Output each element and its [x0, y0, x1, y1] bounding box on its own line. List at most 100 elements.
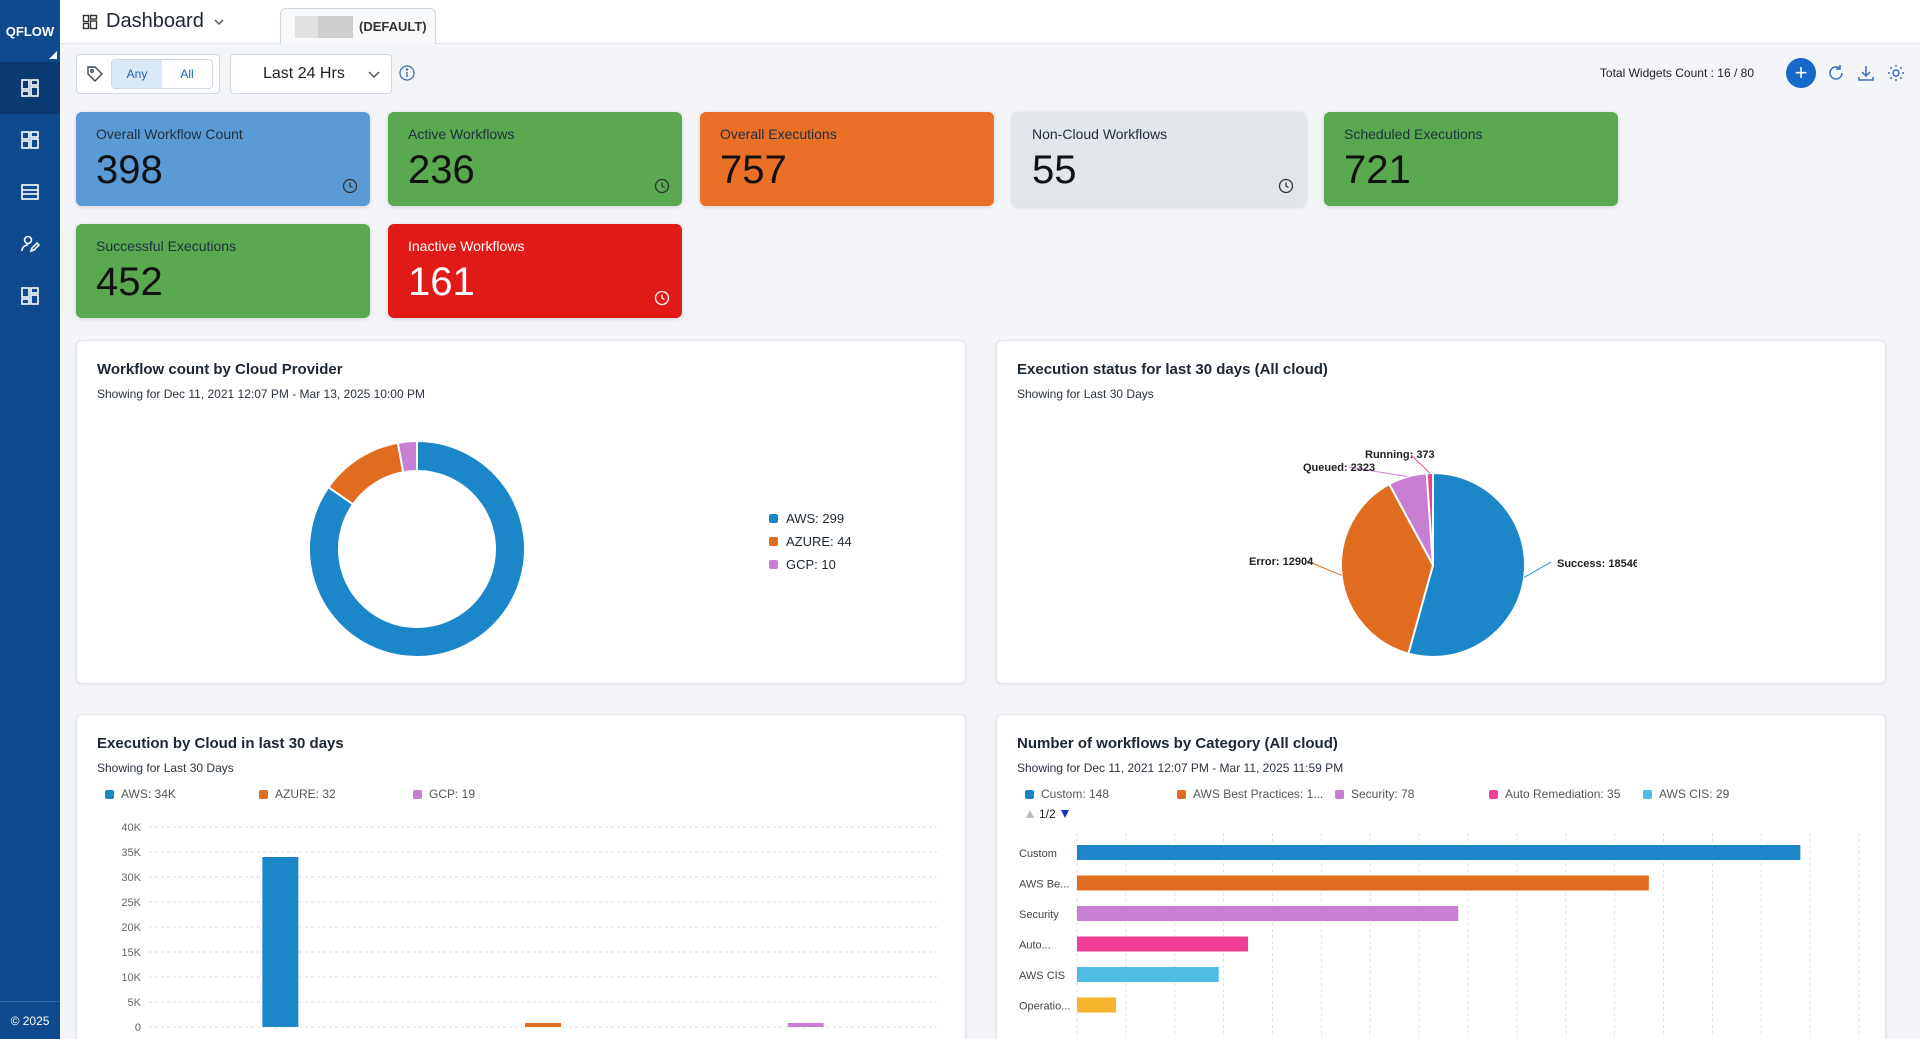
tag-all-button[interactable]: All	[180, 67, 194, 81]
legend-item-auto-remediation[interactable]: Auto Remediation: 35	[1489, 787, 1620, 801]
page-title: Dashboard	[106, 10, 204, 32]
layout-icon	[21, 131, 39, 149]
legend-swatch	[769, 560, 778, 569]
legend-swatch	[259, 789, 268, 799]
legend-item-custom[interactable]: Custom: 148	[1025, 787, 1109, 801]
legend-item-gcp[interactable]: GCP: 19	[413, 787, 475, 801]
kpi-card[interactable]: Overall Workflow Count 398	[76, 112, 370, 206]
legend-item-aws[interactable]: AWS: 299	[769, 511, 844, 526]
y-tick-label: 10K	[121, 972, 141, 984]
donut-slice-azure[interactable]	[327, 441, 405, 506]
pie-label-error: Error: 12904	[1249, 556, 1314, 568]
legend-label: AWS CIS: 29	[1659, 787, 1730, 801]
refresh-icon[interactable]	[1826, 63, 1846, 83]
time-range-select[interactable]: Last 24 Hrs	[230, 54, 392, 94]
legend-item-aws-best-practices[interactable]: AWS Best Practices: 1...	[1177, 787, 1323, 801]
legend-item-azure[interactable]: AZURE: 32	[259, 787, 336, 801]
pager-up-icon[interactable]	[1025, 809, 1035, 819]
row-label: AWS Be...	[1019, 879, 1069, 891]
legend-item-gcp[interactable]: GCP: 10	[769, 557, 836, 572]
kpi-card[interactable]: Active Workflows 236	[388, 112, 682, 206]
legend-label: AZURE: 32	[275, 787, 336, 801]
donut-slice-aws[interactable]	[308, 439, 526, 658]
widget-count-text: Total Widgets Count : 16 / 80	[1599, 66, 1754, 80]
tab-default[interactable]: (DEFAULT)	[280, 8, 436, 44]
row-label: Auto...	[1019, 940, 1051, 952]
legend-label: GCP: 10	[786, 557, 836, 572]
legend-label: Custom: 148	[1041, 787, 1110, 801]
brand-name: QFLOW	[5, 23, 55, 39]
kpi-label: Overall Executions	[720, 126, 837, 142]
add-widget-button[interactable]: +	[1786, 58, 1816, 88]
kpi-card[interactable]: Inactive Workflows 161	[388, 224, 682, 318]
bar-azure[interactable]	[525, 1023, 561, 1027]
legend-pager: 1/2	[1025, 807, 1070, 821]
panel-exec-by-cloud: Execution by Cloud in last 30 days Showi…	[76, 714, 966, 1039]
info-icon[interactable]	[398, 64, 416, 82]
pie-slice-error[interactable]	[1340, 482, 1435, 655]
kpi-value: 55	[1032, 148, 1077, 192]
legend-item-azure[interactable]: AZURE: 44	[769, 534, 852, 549]
clock-icon[interactable]	[654, 178, 670, 194]
bar-aws[interactable]	[262, 857, 299, 1027]
hbar-aws-cis[interactable]	[1077, 967, 1219, 982]
panel-title: Number of workflows by Category (All clo…	[1017, 735, 1338, 752]
hbar-auto-remediation[interactable]	[1077, 936, 1249, 952]
sidebar-item-dashboard[interactable]	[0, 62, 60, 114]
kpi-value: 161	[408, 260, 475, 304]
clock-icon[interactable]	[654, 290, 670, 306]
y-tick-label: 5K	[128, 997, 142, 1009]
tag-any-button[interactable]: Any	[112, 60, 162, 88]
panel-exec-status: Execution status for last 30 days (All c…	[996, 340, 1886, 684]
pie-leader-line	[1523, 561, 1552, 578]
panel-cloud-provider: Workflow count by Cloud Provider Showing…	[76, 340, 966, 684]
hbar-security[interactable]	[1077, 906, 1459, 921]
brand-logo[interactable]: QFLOW	[0, 0, 60, 62]
clock-icon[interactable]	[1278, 178, 1294, 194]
panel-subtitle: Showing for Last 30 Days	[1017, 387, 1154, 401]
legend-swatch	[1335, 789, 1344, 799]
hbar-custom[interactable]	[1077, 845, 1801, 860]
legend-label: AZURE: 44	[786, 534, 852, 549]
sidebar: QFLOW © 2025	[0, 0, 60, 1039]
brand-corner-icon	[49, 51, 57, 59]
donut-slice-gcp[interactable]	[396, 439, 418, 474]
legend-item-security[interactable]: Security: 78	[1335, 787, 1414, 801]
toolbar: +	[1786, 58, 1906, 88]
sidebar-item-server[interactable]	[0, 166, 60, 218]
kpi-card[interactable]: Scheduled Executions 721	[1324, 112, 1618, 206]
tab-label: (DEFAULT)	[359, 19, 427, 34]
legend-swatch	[1025, 789, 1034, 799]
y-tick-label: 15K	[121, 947, 141, 959]
pie-chart: Success: 18546 Error: 12904 Queued: 2323Ru…	[1249, 449, 1637, 658]
clock-icon[interactable]	[342, 178, 358, 194]
hbar-operatio-[interactable]	[1077, 997, 1117, 1013]
legend-swatch	[105, 789, 114, 799]
kpi-card[interactable]: Non-Cloud Workflows 55	[1012, 112, 1306, 206]
row-label: Operatio...	[1019, 1001, 1070, 1013]
legend-item-aws[interactable]: AWS: 34K	[105, 787, 176, 801]
kpi-card[interactable]: Overall Executions 757	[700, 112, 994, 206]
settings-gear-icon[interactable]	[1886, 63, 1906, 83]
pager-text: 1/2	[1039, 807, 1056, 821]
hbar-aws-best-practices[interactable]	[1077, 875, 1649, 891]
pie-leader-line	[1410, 454, 1431, 474]
sidebar-item-user-edit[interactable]	[0, 218, 60, 270]
legend-swatch	[1489, 789, 1498, 799]
time-range-value: Last 24 Hrs	[263, 65, 345, 82]
sidebar-item-layout[interactable]	[0, 114, 60, 166]
sidebar-item-widgets[interactable]	[0, 270, 60, 322]
panel-subtitle: Showing for Dec 11, 2021 12:07 PM - Mar …	[1017, 761, 1344, 775]
plus-icon: +	[1794, 60, 1808, 85]
pager-down-icon[interactable]	[1060, 809, 1070, 819]
kpi-value: 236	[408, 148, 475, 192]
bar-gcp[interactable]	[787, 1023, 824, 1027]
tab-thumbnail	[295, 15, 353, 38]
pie-leader-line	[1306, 560, 1342, 576]
dashboard-icon	[21, 79, 39, 97]
dashboard-selector[interactable]: Dashboard	[82, 10, 226, 33]
download-icon[interactable]	[1856, 63, 1876, 83]
kpi-card[interactable]: Successful Executions 452	[76, 224, 370, 318]
legend-item-aws-cis[interactable]: AWS CIS: 29	[1643, 787, 1729, 801]
copyright-text: © 2025	[0, 1001, 60, 1039]
